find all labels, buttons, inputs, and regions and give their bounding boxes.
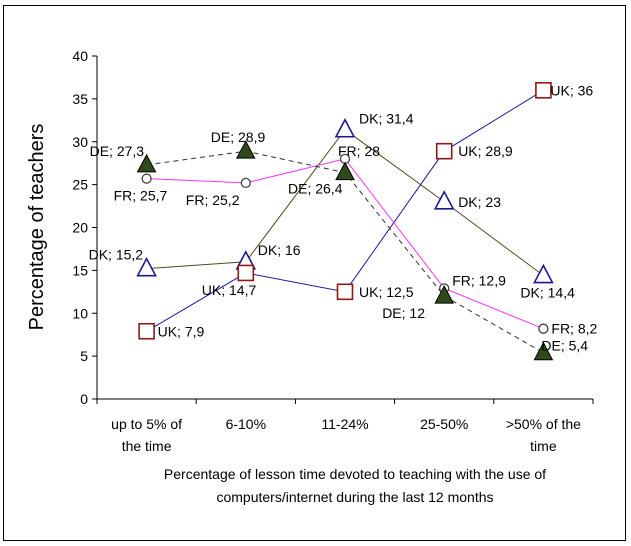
marker-dk — [433, 190, 455, 210]
y-tick-label: 40 — [72, 48, 88, 64]
data-label-uk: UK; 28,9 — [458, 143, 513, 159]
x-tick-label: 11-24% — [321, 416, 368, 432]
y-tick-label: 10 — [72, 305, 88, 321]
data-label-de: DE; 28,9 — [211, 129, 266, 145]
x-axis-label-line-1: Percentage of lesson time devoted to tea… — [164, 466, 546, 482]
x-tick-label: 6-10% — [226, 416, 266, 432]
data-label-de: DE; 27,3 — [90, 143, 145, 159]
marker-de — [235, 140, 256, 159]
marker-dk — [334, 118, 356, 138]
y-tick-label: 35 — [72, 91, 88, 107]
chart-frame — [3, 5, 626, 541]
data-label-dk: DK; 14,4 — [520, 285, 575, 301]
y-axis-label: Percentage of teachers — [26, 124, 48, 331]
y-tick-label: 25 — [72, 177, 88, 193]
x-tick-label: up to 5% of — [111, 416, 182, 432]
data-label-uk: UK; 36 — [550, 82, 593, 98]
x-tick-label: 25-50% — [420, 416, 468, 432]
marker-fr — [538, 323, 549, 334]
marker-uk — [336, 283, 354, 301]
marker-dk — [136, 256, 157, 277]
axes: 0 5 10 15 20 25 30 35 40 up to 5% of the time 6-10%… — [72, 48, 594, 454]
data-label-de: DE; 26,4 — [288, 181, 343, 197]
x-axis-label-line-2: computers/internet during the last 12 mo… — [216, 489, 493, 505]
series-markers — [136, 82, 554, 361]
data-label-uk: UK; 7,9 — [158, 323, 205, 339]
data-label-fr: FR; 28 — [338, 143, 380, 159]
data-label-fr: FR; 25,7 — [114, 188, 168, 204]
data-label-de: DE; 5,4 — [541, 338, 588, 354]
x-tick-label: time — [530, 438, 557, 454]
y-tick-label: 0 — [80, 391, 88, 407]
data-label-fr: FR; 25,2 — [186, 192, 240, 208]
y-tick-label: 20 — [72, 220, 88, 236]
data-label-uk: UK; 12,5 — [359, 284, 414, 300]
marker-de — [434, 285, 455, 304]
marker-uk — [237, 264, 255, 282]
data-label-de: DE; 12 — [382, 305, 425, 321]
marker-de — [335, 161, 355, 181]
series-line-fr — [146, 158, 544, 330]
data-label-dk: DK; 16 — [258, 242, 301, 258]
data-label-dk: DK; 31,4 — [359, 111, 414, 127]
marker-dk — [533, 263, 554, 284]
marker-uk — [435, 142, 453, 160]
marker-de — [136, 153, 157, 173]
data-label-dk: DK; 23 — [458, 194, 501, 210]
marker-fr — [141, 173, 152, 184]
data-label-uk: UK; 14,7 — [202, 282, 257, 298]
x-tick-label: the time — [122, 438, 172, 454]
y-tick-label: 5 — [80, 348, 88, 364]
y-tick-label: 15 — [72, 262, 88, 278]
data-label-dk: DK; 15,2 — [89, 247, 144, 263]
marker-de — [533, 341, 554, 361]
data-label-fr: FR; 12,9 — [452, 272, 506, 288]
data-labels: DK; 15,2 DK; 16 DK; 31,4 DK; 23 DK; 14,4 UK; … — [89, 82, 598, 353]
y-tick-label: 30 — [72, 134, 88, 150]
marker-fr — [240, 177, 251, 189]
data-label-fr: FR; 8,2 — [551, 321, 597, 337]
x-tick-label: >50% of the — [506, 416, 581, 432]
marker-uk — [138, 322, 155, 340]
marker-uk — [535, 82, 552, 99]
